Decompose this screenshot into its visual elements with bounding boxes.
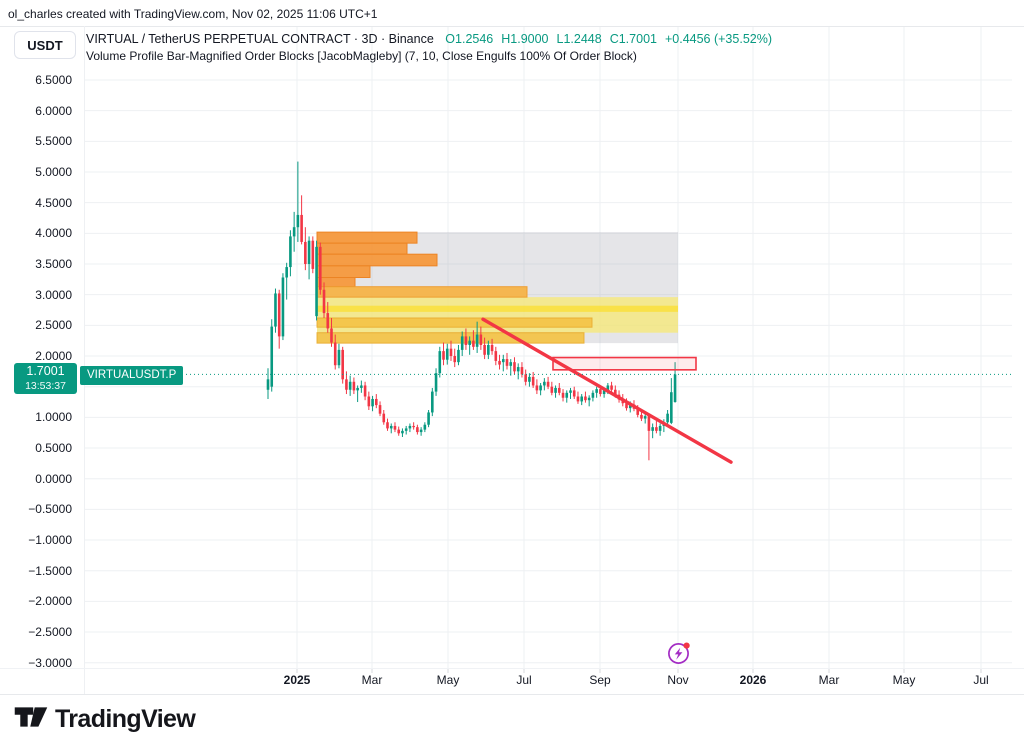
close-label: C bbox=[609, 32, 619, 46]
close-value: 1.7001 bbox=[618, 32, 657, 46]
tradingview-logo[interactable]: TradingView bbox=[14, 703, 196, 736]
time-tick-label: 2026 bbox=[739, 673, 767, 687]
time-tick-label: Jul bbox=[973, 673, 989, 687]
price-tick-label: −2.5000 bbox=[28, 625, 72, 640]
symbol-title[interactable]: VIRTUAL / TetherUS PERPETUAL CONTRACT · … bbox=[86, 32, 434, 46]
price-tick-label: 0.0000 bbox=[35, 471, 72, 486]
last-price-label[interactable]: 1.7001 13:53:37 bbox=[14, 363, 77, 394]
orange-profile-bar bbox=[316, 277, 356, 288]
time-tick-label: Sep bbox=[589, 673, 611, 687]
time-tick-label: May bbox=[892, 673, 916, 687]
symbol-tag[interactable]: VIRTUALUSDT.P bbox=[80, 366, 184, 385]
last-price-value: 1.7001 bbox=[26, 364, 65, 378]
bar-countdown: 13:53:37 bbox=[25, 380, 66, 392]
price-tick-label: 5.5000 bbox=[35, 134, 72, 149]
price-tick-label: 3.0000 bbox=[35, 287, 72, 302]
price-tick-label: 6.0000 bbox=[35, 103, 72, 118]
price-scale-divider bbox=[84, 26, 85, 694]
open-label: O bbox=[445, 32, 456, 46]
time-tick-label: Mar bbox=[818, 673, 840, 687]
price-tick-label: −2.0000 bbox=[28, 594, 72, 609]
price-tick-label: 2.0000 bbox=[35, 349, 72, 364]
price-tick-label: −1.0000 bbox=[28, 533, 72, 548]
yellow-stripe bbox=[317, 305, 678, 312]
price-tick-label: 4.0000 bbox=[35, 226, 72, 241]
tradingview-logo-text: TradingView bbox=[55, 705, 196, 733]
descending-trendline[interactable] bbox=[481, 317, 733, 464]
time-tick-label: Nov bbox=[667, 673, 689, 687]
time-tick-label: 2025 bbox=[283, 673, 311, 687]
candlestick-series[interactable] bbox=[266, 161, 677, 461]
orange-profile-bar bbox=[316, 231, 418, 244]
low-label: L bbox=[556, 32, 564, 46]
time-tick-label: May bbox=[436, 673, 460, 687]
low-value: 1.2448 bbox=[563, 32, 602, 46]
orange-profile-bar bbox=[316, 253, 438, 267]
price-tick-label: −0.5000 bbox=[28, 502, 72, 517]
currency-button[interactable]: USDT bbox=[14, 31, 76, 59]
price-tick-label: 0.5000 bbox=[35, 441, 72, 456]
event-lightning-icon[interactable] bbox=[665, 639, 693, 667]
high-value: 1.9000 bbox=[510, 32, 549, 46]
price-tick-label: 1.0000 bbox=[35, 410, 72, 425]
high-label: H bbox=[501, 32, 511, 46]
price-tick-label: −3.0000 bbox=[28, 655, 72, 670]
gold-profile-bar bbox=[316, 317, 593, 328]
attribution-text: ol_charles created with TradingView.com,… bbox=[8, 7, 378, 21]
light-orange-profile-bar bbox=[316, 286, 528, 298]
orange-profile-bar bbox=[316, 242, 408, 255]
price-tick-label: 2.5000 bbox=[35, 318, 72, 333]
change-value: +0.4456 (+35.52%) bbox=[664, 32, 772, 46]
time-tick-label: Mar bbox=[361, 673, 383, 687]
open-value: 1.2546 bbox=[455, 32, 494, 46]
price-tick-label: 3.5000 bbox=[35, 257, 72, 271]
orange-profile-bar bbox=[316, 265, 371, 279]
price-tick-label: 5.0000 bbox=[35, 165, 72, 179]
chart-legend-line1: VIRTUAL / TetherUS PERPETUAL CONTRACT · … bbox=[86, 32, 772, 46]
header-divider bbox=[0, 26, 1024, 27]
price-tick-label: −1.5000 bbox=[28, 563, 72, 578]
ohlc-values: O1.2546 H1.9000 L1.2448 C1.7001 +0.4456 (+35… bbox=[445, 32, 772, 46]
footer-divider bbox=[0, 694, 1024, 695]
price-tick-label: 6.5000 bbox=[35, 72, 72, 87]
time-scale-divider bbox=[0, 668, 1024, 669]
time-tick-label: Jul bbox=[516, 673, 532, 687]
price-tick-label: 4.5000 bbox=[35, 195, 72, 210]
indicator-title[interactable]: Volume Profile Bar-Magnified Order Block… bbox=[86, 49, 637, 63]
grid-lines bbox=[85, 27, 1012, 673]
tradingview-logo-icon bbox=[14, 703, 48, 736]
resistance-zone-box[interactable] bbox=[552, 356, 697, 371]
